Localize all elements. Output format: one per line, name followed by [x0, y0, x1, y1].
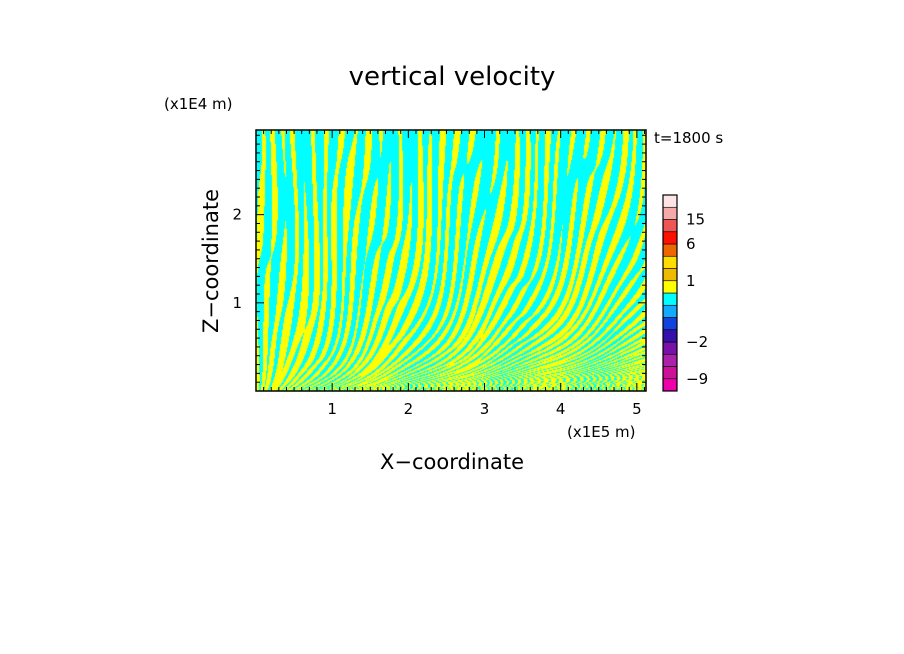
velocity-field-image: [256, 130, 646, 391]
colorbar-swatch: [662, 292, 678, 306]
time-label: t=1800 s: [654, 129, 723, 147]
colorbar-swatch: [662, 329, 678, 343]
colorbar-tick-label: 1: [686, 272, 696, 290]
x-axis-ticks: 1 2 3 4 5: [327, 400, 641, 418]
colorbar-swatch: [662, 378, 678, 392]
minor-ticks: [256, 130, 646, 391]
colorbar-tick-label: 15: [686, 211, 705, 229]
x-tick-label: 2: [404, 400, 414, 418]
x-unit-label: (x1E5 m): [567, 423, 636, 441]
colorbar-swatch: [662, 268, 678, 282]
colorbar-swatch: [662, 231, 678, 245]
colorbar-swatch: [662, 317, 678, 331]
colorbar-swatch: [662, 304, 678, 318]
y-axis-ticks: 12: [232, 206, 242, 312]
colorbar-swatch: [662, 194, 678, 208]
colorbar-swatch: [662, 280, 678, 294]
x-tick-label: 3: [480, 400, 490, 418]
colorbar-swatch: [662, 366, 678, 380]
colorbar-tick-label: −9: [686, 370, 708, 388]
colorbar-swatch: [662, 206, 678, 220]
chart-title: vertical velocity: [349, 62, 556, 92]
x-tick-label: 4: [556, 400, 566, 418]
y-tick-label: 2: [232, 206, 242, 224]
colorbar-swatch: [662, 353, 678, 367]
y-tick-label: 1: [232, 294, 242, 312]
colorbar-tick-label: −2: [686, 333, 708, 351]
x-axis-label: X−coordinate: [380, 450, 524, 474]
velocity-field: [256, 130, 646, 391]
colorbar-swatch: [662, 219, 678, 233]
colorbar-tick-label: 6: [686, 235, 696, 253]
colorbar-swatch: [662, 243, 678, 257]
y-unit-label: (x1E4 m): [164, 95, 233, 113]
x-tick-label: 1: [327, 400, 337, 418]
colorbar: 15 6 1 −2 −9: [662, 194, 708, 392]
colorbar-frame: [662, 194, 678, 392]
plot-frame: [255, 129, 647, 392]
colorbar-swatch: [662, 255, 678, 269]
y-axis-label: Z−coordinate: [199, 189, 223, 333]
colorbar-swatch: [662, 341, 678, 355]
x-tick-label: 5: [632, 400, 642, 418]
